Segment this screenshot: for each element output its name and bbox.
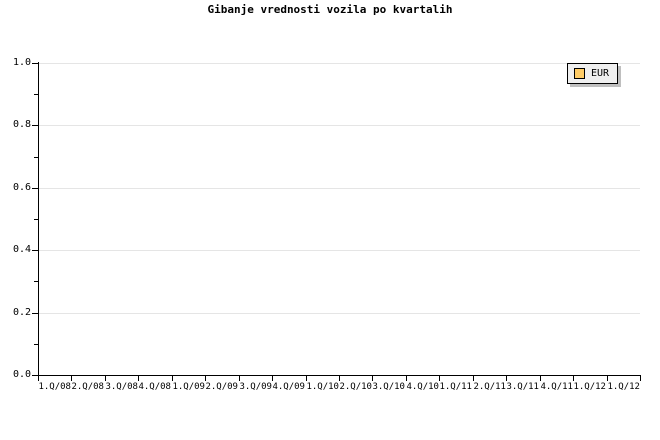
x-axis-tick-label: 2.Q/08	[71, 382, 104, 392]
x-axis-tick	[172, 376, 173, 381]
x-axis-tick-label: 3.Q/08	[105, 382, 138, 392]
chart-legend[interactable]: EUR	[567, 63, 619, 84]
y-axis-tick-minor	[34, 219, 38, 220]
x-axis-tick	[540, 376, 541, 381]
x-axis-tick-label: 3.Q/11	[506, 382, 539, 392]
x-axis-tick-label: 1.Q/09	[172, 382, 205, 392]
y-axis-tick-major	[32, 63, 38, 64]
x-axis-tick	[372, 376, 373, 381]
y-axis-tick-minor	[34, 343, 38, 345]
x-axis-tick	[339, 376, 340, 381]
gridline	[38, 63, 640, 64]
legend-label-eur: EUR	[591, 67, 610, 79]
gridline	[38, 125, 640, 127]
y-axis-tick-major	[32, 187, 38, 189]
x-axis-tick	[105, 376, 106, 381]
x-axis-tick	[239, 376, 240, 381]
chart-title: Gibanje vrednosti vozila po kvartalih	[207, 3, 453, 16]
x-axis-tick-label: 1.Q/08	[38, 382, 71, 392]
x-axis-tick	[406, 376, 407, 381]
y-axis-tick-label: 1.0	[12, 57, 31, 68]
x-axis-tick-label: 4.Q/11	[540, 382, 573, 392]
x-axis-tick-label: 1.Q/10	[306, 382, 339, 392]
y-axis-tick-label: 0.4	[12, 244, 31, 256]
x-axis-tick-label: 1.Q/12	[607, 382, 640, 392]
x-axis-tick-label: 4.Q/08	[138, 382, 171, 392]
y-axis-tick-major	[32, 375, 38, 376]
x-axis-tick-label: 4.Q/09	[272, 382, 305, 392]
plot-area	[38, 63, 640, 375]
y-axis-tick-minor	[34, 156, 38, 158]
x-axis-tick	[506, 376, 507, 381]
x-axis-tick-label: 1.Q/11	[439, 382, 472, 392]
x-axis-tick	[138, 376, 139, 381]
y-axis-tick-major	[32, 250, 38, 252]
x-axis-tick	[439, 376, 440, 381]
x-axis-tick	[205, 376, 206, 381]
x-axis-tick	[473, 376, 474, 381]
legend-swatch-eur	[574, 68, 585, 79]
x-axis-tick-label: 2.Q/11	[473, 382, 506, 392]
x-axis-tick	[640, 376, 641, 381]
x-axis-tick-label: 2.Q/09	[205, 382, 238, 392]
x-axis-tick	[71, 376, 72, 381]
y-axis-tick-major	[32, 125, 38, 127]
x-axis-tick-label: 1.Q/12	[573, 382, 606, 392]
x-axis-tick-label: 2.Q/10	[339, 382, 372, 392]
x-axis-tick-label: 4.Q/10	[406, 382, 439, 392]
y-axis-tick-label: 0.0	[12, 369, 31, 380]
x-axis-tick-label: 3.Q/10	[372, 382, 405, 392]
x-axis-tick	[38, 376, 39, 381]
gridline	[38, 187, 640, 189]
y-axis-tick-minor	[34, 94, 38, 96]
x-axis-tick	[607, 376, 608, 381]
x-axis-tick	[306, 376, 307, 381]
y-axis-tick-label: 0.8	[12, 119, 31, 131]
x-axis-tick	[573, 376, 574, 381]
x-axis-tick	[272, 376, 273, 381]
y-axis-tick-label: 0.2	[12, 306, 31, 318]
y-axis-tick-major	[32, 312, 38, 314]
y-axis-tick-label: 0.6	[12, 181, 31, 193]
y-axis-line	[38, 62, 39, 376]
x-axis-tick-label: 3.Q/09	[239, 382, 272, 392]
gridline	[38, 312, 640, 314]
y-axis-tick-minor	[34, 281, 38, 283]
x-axis-line	[38, 375, 641, 376]
gridline	[38, 250, 640, 252]
y-axis-labels: 0.0 0.2 0.4 0.6 0.8 1.0	[0, 0, 31, 440]
